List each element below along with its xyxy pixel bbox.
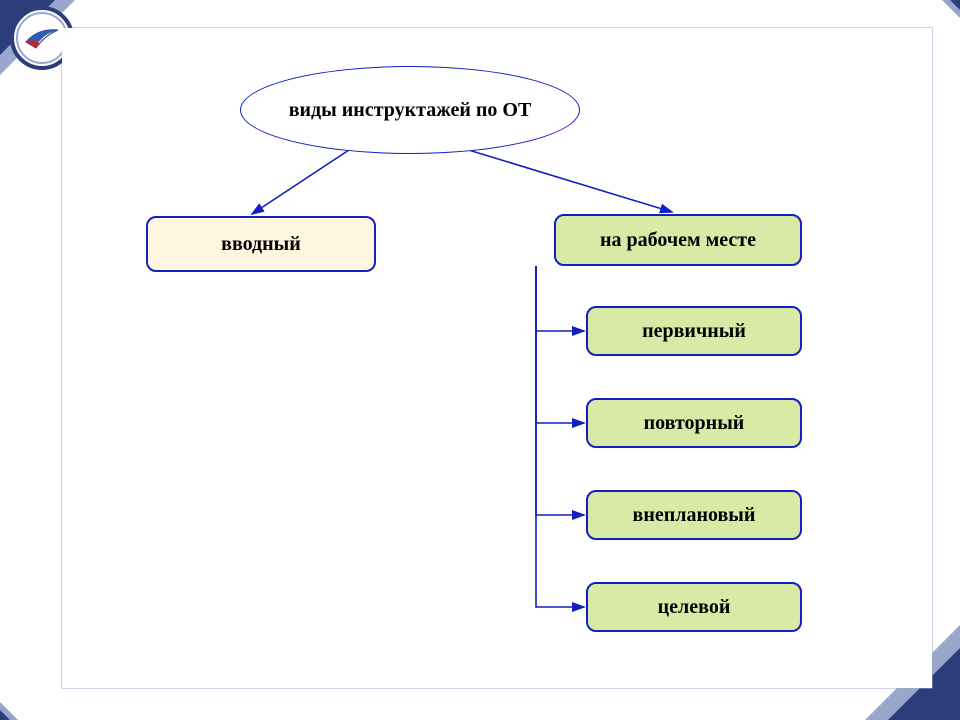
node-intro: вводный bbox=[146, 216, 376, 272]
edge-workplace-unplanned bbox=[536, 266, 584, 515]
node-root-label: виды инструктажей по ОТ bbox=[289, 99, 532, 122]
node-workplace: на рабочем месте bbox=[554, 214, 802, 266]
node-workplace-label: на рабочем месте bbox=[600, 229, 756, 252]
node-root: виды инструктажей по ОТ bbox=[240, 66, 580, 154]
node-repeat-label: повторный bbox=[644, 412, 745, 435]
edge-workplace-primary bbox=[536, 266, 584, 331]
edge-root-workplace bbox=[462, 148, 672, 212]
node-target: целевой bbox=[586, 582, 802, 632]
node-unplanned: внеплановый bbox=[586, 490, 802, 540]
node-target-label: целевой bbox=[658, 596, 731, 619]
edge-root-intro bbox=[252, 148, 352, 214]
node-repeat: повторный bbox=[586, 398, 802, 448]
edge-workplace-target bbox=[536, 266, 584, 607]
node-unplanned-label: внеплановый bbox=[633, 504, 756, 527]
slide: виды инструктажей по ОТ вводный на рабоч… bbox=[0, 0, 960, 720]
diagram-canvas: виды инструктажей по ОТ вводный на рабоч… bbox=[62, 28, 932, 688]
node-primary-label: первичный bbox=[642, 320, 746, 343]
node-primary: первичный bbox=[586, 306, 802, 356]
edge-workplace-repeat bbox=[536, 266, 584, 423]
node-intro-label: вводный bbox=[221, 233, 301, 256]
